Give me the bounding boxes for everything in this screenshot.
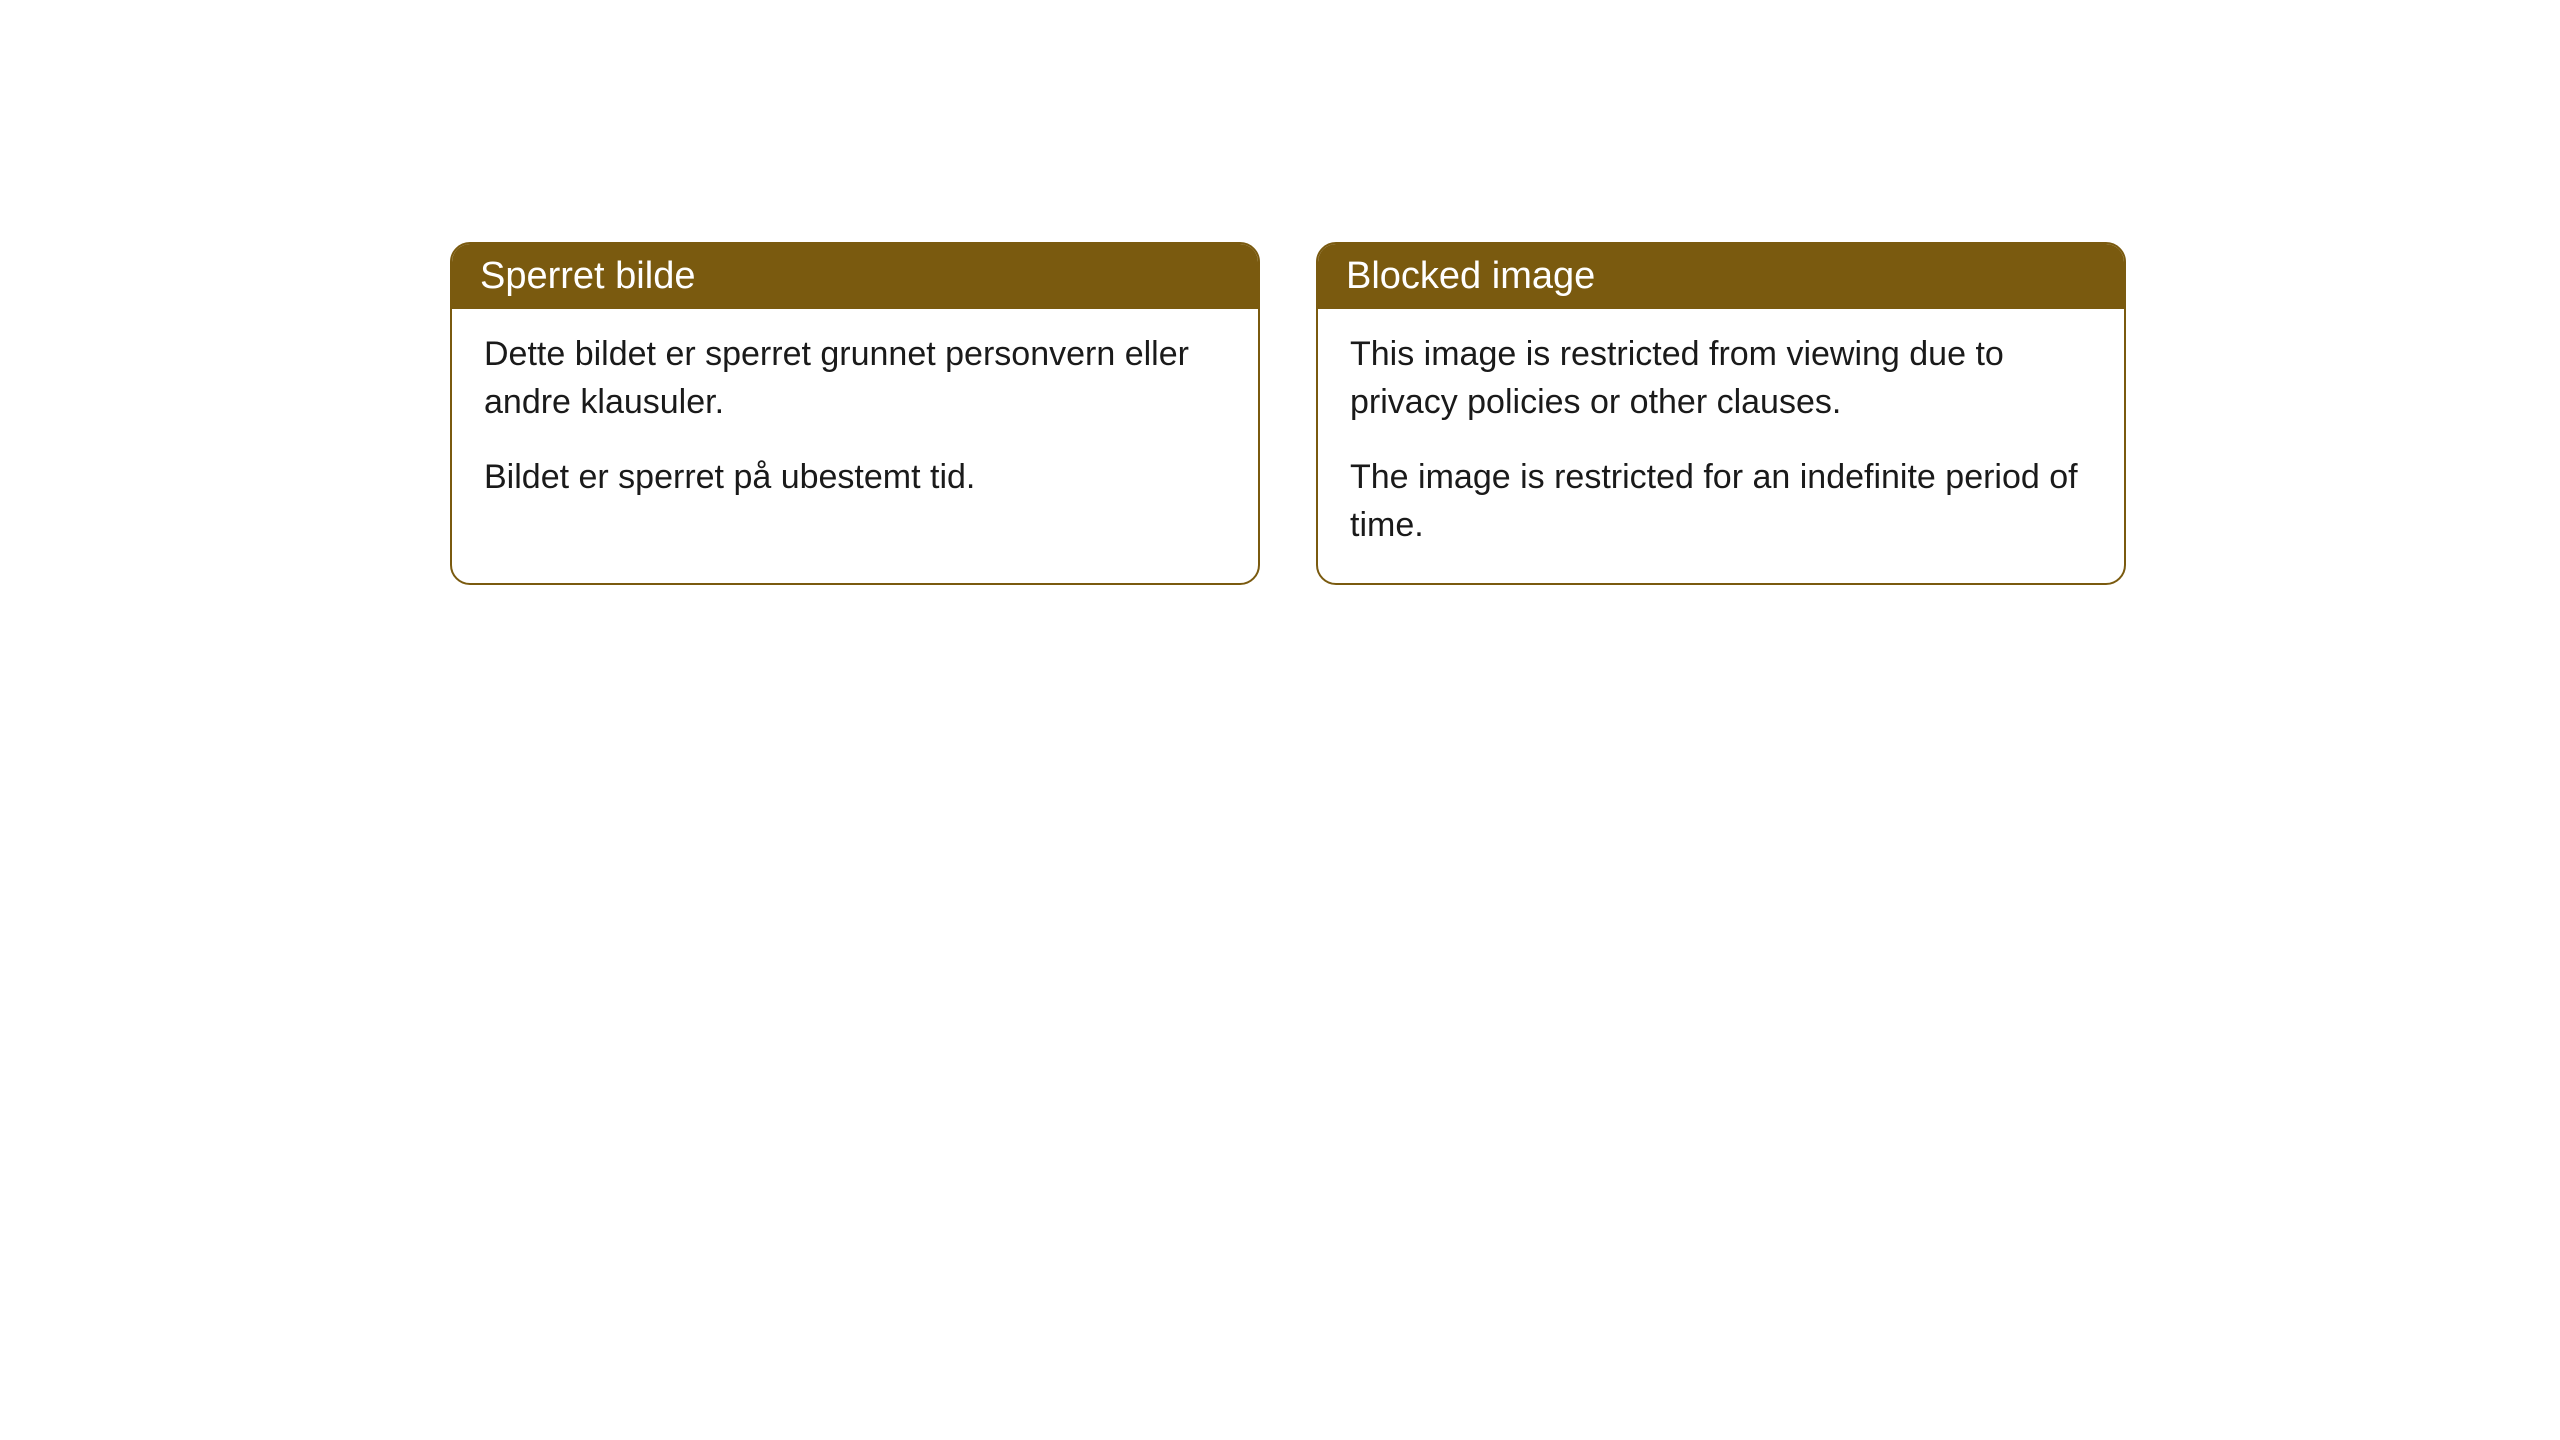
card-title: Blocked image [1346,255,1595,297]
card-header: Sperret bilde [452,244,1258,309]
card-body: This image is restricted from viewing du… [1318,309,2124,583]
card-paragraph: Bildet er sperret på ubestemt tid. [484,454,1226,502]
notice-card-norwegian: Sperret bilde Dette bildet er sperret gr… [450,242,1260,585]
card-paragraph: The image is restricted for an indefinit… [1350,454,2092,549]
card-paragraph: Dette bildet er sperret grunnet personve… [484,331,1226,426]
card-body: Dette bildet er sperret grunnet personve… [452,309,1258,536]
notice-card-english: Blocked image This image is restricted f… [1316,242,2126,585]
card-title: Sperret bilde [480,255,695,297]
notice-container: Sperret bilde Dette bildet er sperret gr… [0,0,2560,585]
card-paragraph: This image is restricted from viewing du… [1350,331,2092,426]
card-header: Blocked image [1318,244,2124,309]
